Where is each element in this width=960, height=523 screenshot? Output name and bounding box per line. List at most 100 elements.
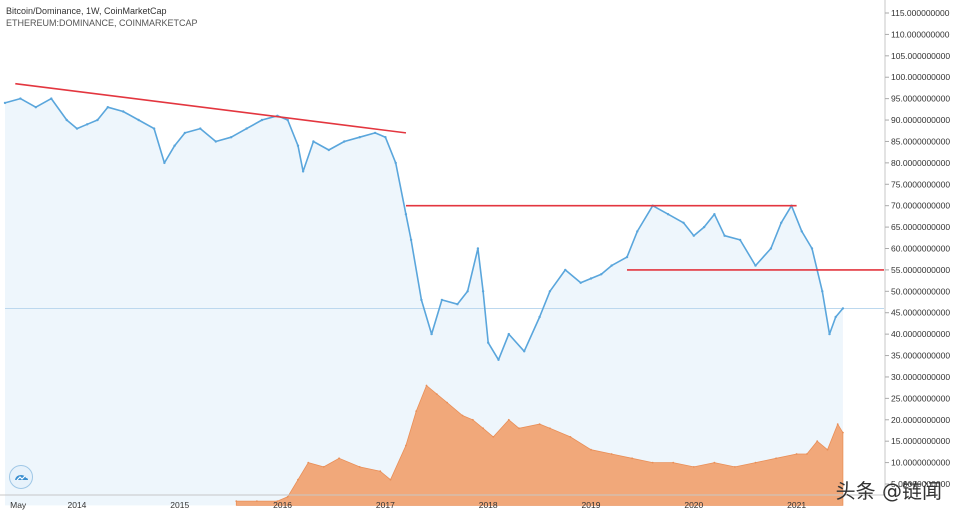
btc-point [738,238,742,242]
btc-dominance-area [5,98,843,506]
y-tick-label: 65.0000000000 [891,222,950,232]
eth-point [358,466,361,468]
eth-point [297,478,299,481]
y-tick-label: 105.000000000 [891,51,950,61]
y-tick-label: 20.0000000000 [891,415,950,425]
y-tick-label: 60.0000000000 [891,244,950,254]
btc-point [327,148,330,152]
eth-dominance-area [235,384,844,506]
btc-point [75,127,79,130]
eth-point [425,384,428,387]
y-tick-label: 55.0000000000 [891,265,950,275]
btc-point [600,273,603,276]
eth-point [405,444,407,447]
eth-point [651,461,654,464]
eth-point [754,461,757,464]
resistance-trendline[interactable] [15,82,407,134]
eth-point [446,401,448,404]
eth-point [518,427,520,430]
btc-point [466,290,469,293]
btc-point [3,101,7,105]
btc-point [487,341,490,344]
btc-point [296,144,300,147]
x-tick-label: 2019 [582,500,601,510]
x-tick-label: 2016 [273,500,292,510]
btc-point [260,118,264,122]
btc-point [384,136,387,139]
eth-point [307,461,310,464]
btc-point [358,136,361,139]
eth-point [610,453,613,455]
btc-point [589,277,593,280]
btc-point [682,221,685,224]
btc-point [538,315,541,319]
btc-point [86,123,89,126]
y-tick-label: 75.0000000000 [891,179,950,189]
legend-ethereum-dominance: ETHEREUM:DOMINANCE, COINMARKETCAP [6,18,198,28]
x-tick-label: 2014 [68,500,87,510]
btc-point [122,110,125,113]
btc-point [523,350,526,353]
y-tick-label: 70.0000000000 [891,201,950,211]
btc-point [199,127,202,130]
btc-point [579,281,582,284]
x-tick-label: May [10,500,27,510]
btc-point [373,131,377,135]
eth-point [471,418,474,421]
eth-point [322,466,325,468]
btc-point [163,161,166,165]
eth-point [713,461,716,464]
eth-point [235,500,238,502]
eth-point [734,466,736,468]
btc-point [50,97,53,100]
btc-point [800,230,803,233]
btc-point [430,332,433,336]
btc-point [343,140,346,143]
y-tick-label: 5.00000000000 [891,479,950,489]
btc-point [625,255,629,259]
x-tick-label: 2015 [170,500,189,510]
y-tick-label: 90.0000000000 [891,115,950,125]
btc-point [65,118,68,122]
btc-point [456,303,459,306]
btc-point [636,230,639,233]
eth-point [482,427,484,430]
btc-point [96,118,99,122]
y-tick-label: 50.0000000000 [891,286,950,296]
eth-point [569,436,572,438]
btc-point [821,290,824,293]
btc-point [769,247,773,250]
btc-point [476,247,480,250]
eth-point [415,410,418,413]
eth-point [842,431,844,434]
y-tick-label: 30.0000000000 [891,372,950,382]
y-tick-label: 115.000000000 [891,8,950,18]
chart-legend: Bitcoin/Dominance, 1W, CoinMarketCap ETH… [6,5,198,29]
eth-point [816,440,819,443]
btc-point [183,131,187,135]
btc-point [828,332,831,336]
watermark-text: 头条 @链闻 [835,479,942,503]
btc-point [481,290,485,293]
btc-point [394,161,397,165]
y-tick-label: 80.0000000000 [891,158,950,168]
eth-point [631,457,633,460]
btc-point [754,264,757,267]
btc-point [420,298,423,302]
tradingview-logo-icon[interactable] [9,465,33,489]
eth-point [836,423,839,425]
eth-point [826,448,829,451]
eth-point [507,418,510,421]
eth-point [256,500,258,502]
eth-point [590,448,592,451]
btc-point [548,290,552,293]
btc-point [713,213,716,216]
y-tick-label: 100.000000000 [891,72,950,82]
eth-point [379,470,382,473]
eth-point [389,478,392,481]
eth-point [775,457,777,460]
btc-point [702,225,706,229]
eth-point [692,466,695,468]
